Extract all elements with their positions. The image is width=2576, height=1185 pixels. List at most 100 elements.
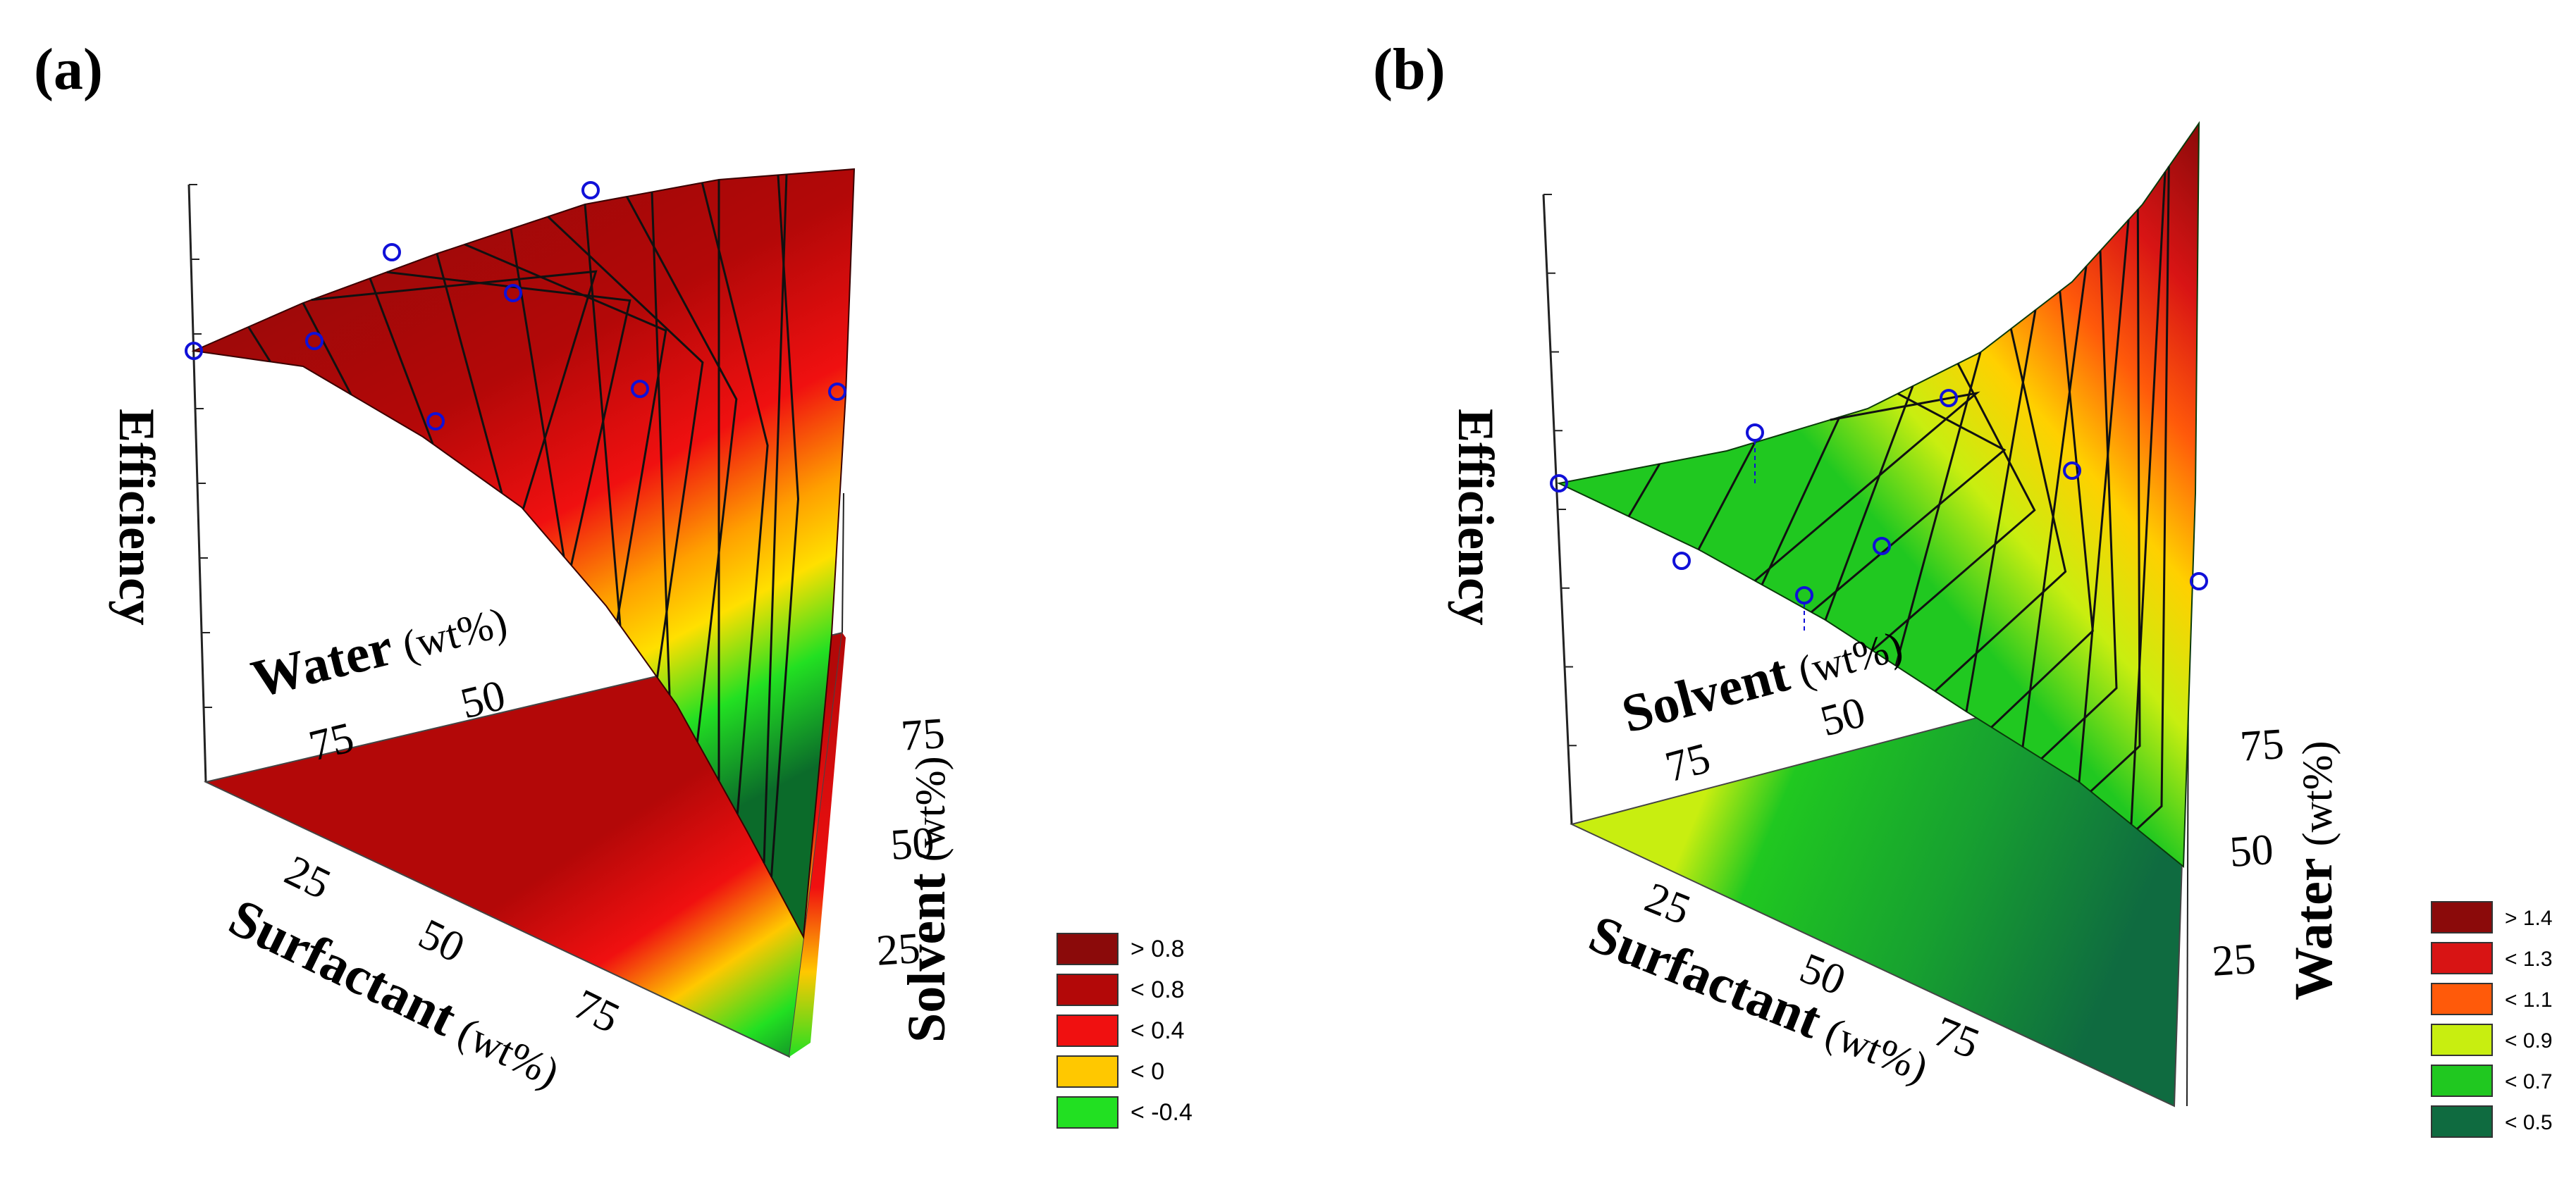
chart-a-design-point-2 bbox=[383, 243, 401, 261]
chart-b-legend-label-0: > 1.4 bbox=[2505, 907, 2553, 930]
chart-b-surface bbox=[1550, 120, 2208, 869]
chart-b-design-point-5 bbox=[1940, 389, 1958, 407]
chart-a-legend-label-0: > 0.8 bbox=[1130, 936, 1185, 962]
chart-b-legend-label-1: < 1.3 bbox=[2505, 948, 2553, 971]
chart-b-water-title: Water (wt%) bbox=[2284, 740, 2343, 1000]
chart-a-surfactant-title-unit: (wt%) bbox=[451, 1008, 567, 1096]
chart-b-mesh-line-u-4 bbox=[1824, 385, 1914, 621]
chart-a-legend-swatch-4 bbox=[1056, 1096, 1118, 1129]
chart-a-legend-swatch-0 bbox=[1056, 933, 1118, 965]
chart-b-water-title-name: Water bbox=[2284, 857, 2343, 1000]
chart-a-mesh-line-v-4 bbox=[547, 216, 704, 678]
chart-a-solvent-title-name: Solvent bbox=[897, 873, 956, 1043]
chart-a-surface bbox=[185, 168, 856, 940]
chart-a-mesh-line-u-4 bbox=[436, 253, 503, 494]
chart-a-axes bbox=[187, 184, 844, 783]
chart-a-legend: > 0.8 < 0.8 < 0.4 < 0 < -0.4 bbox=[1056, 933, 1193, 1129]
chart-b-mesh-line-v-3 bbox=[1871, 363, 2036, 652]
chart-a-water-tick-1: 50 bbox=[456, 671, 510, 728]
chart-b-legend-swatch-0 bbox=[2431, 901, 2493, 933]
chart-b-mesh-line-u-9 bbox=[2130, 171, 2167, 825]
chart-a-mesh-line-u-2 bbox=[302, 302, 352, 395]
chart-b-legend-swatch-2 bbox=[2431, 983, 2493, 1015]
chart-a-mesh-line-u-9 bbox=[763, 174, 788, 864]
chart-b-legend: > 1.4 < 1.3 < 1.1 < 0.9 < 0.7 < 0.5 bbox=[2431, 901, 2553, 1138]
chart-b-mesh-line-u-1 bbox=[1627, 463, 1661, 517]
chart-b-base-fill bbox=[1570, 661, 2190, 1108]
chart-b-solvent-title-name: Solvent bbox=[1616, 643, 1795, 744]
chart-a-legend-swatch-1 bbox=[1056, 974, 1118, 1006]
chart-a-legend-label-2: < 0.4 bbox=[1130, 1017, 1185, 1044]
chart-b-mesh-line-v-7 bbox=[2090, 209, 2141, 793]
chart-a-solvent-tick-1: 50 bbox=[889, 819, 936, 869]
chart-a-wall bbox=[789, 633, 846, 1057]
chart-b-legend-label-3: < 0.9 bbox=[2505, 1029, 2553, 1053]
chart-b-legend-label-5: < 0.5 bbox=[2505, 1111, 2553, 1134]
chart-a-legend-swatch-3 bbox=[1056, 1055, 1118, 1088]
chart-a-design-point-1 bbox=[305, 332, 323, 350]
chart-a-surface-plot: EfficiencyWater(wt%)7550Surfactant(wt%)2… bbox=[109, 168, 1193, 1129]
chart-b-design-point-2 bbox=[1746, 423, 1764, 442]
chart-a-solvent-tick-0: 75 bbox=[899, 709, 947, 760]
chart-b-mesh-line-v-4 bbox=[1934, 328, 2067, 693]
chart-b-mesh-line-u-2 bbox=[1697, 442, 1756, 550]
chart-b-legend-swatch-3 bbox=[2431, 1024, 2493, 1056]
chart-a-legend-label-4: < -0.4 bbox=[1130, 1099, 1193, 1126]
chart-a-mesh-line-v-1 bbox=[311, 270, 598, 510]
chart-b-mesh-line-u-8 bbox=[2078, 219, 2130, 783]
chart-b-legend-swatch-4 bbox=[2431, 1065, 2493, 1097]
chart-b-mesh-line-v-1 bbox=[1754, 391, 1980, 582]
chart-b-surfactant-tick-2: 75 bbox=[1928, 1007, 1986, 1068]
chart-b-surface-plot: EfficiencySolvent(wt%)7550Surfactant(wt%… bbox=[1448, 120, 2553, 1138]
chart-b-legend-swatch-1 bbox=[2431, 942, 2493, 974]
chart-b-legend-swatch-5 bbox=[2431, 1105, 2493, 1138]
chart-a-solvent-title-unit: (wt%) bbox=[907, 756, 954, 862]
chart-b-mesh-line-u-5 bbox=[1894, 352, 1982, 666]
chart-a-legend-label-3: < 0 bbox=[1130, 1058, 1164, 1085]
chart-a-water-title-unit: (wt%) bbox=[398, 598, 511, 669]
chart-b-design-point-4 bbox=[1873, 537, 1891, 555]
chart-a-design-point-3 bbox=[426, 412, 445, 430]
chart-b-water-title-unit: (wt%) bbox=[2294, 740, 2341, 846]
panel-label-b: (b) bbox=[1373, 37, 1446, 102]
chart-a-surfactant-tick-1: 50 bbox=[412, 910, 472, 972]
chart-a-design-point-7 bbox=[828, 383, 846, 401]
chart-a-surfactant-tick-2: 75 bbox=[567, 980, 627, 1042]
chart-a-mesh-line-v-5 bbox=[626, 196, 738, 743]
chart-a-mesh-line-u-6 bbox=[584, 204, 622, 626]
chart-b-zlabel: Efficiency bbox=[1448, 409, 1504, 626]
chart-a-legend-label-1: < 0.8 bbox=[1130, 976, 1185, 1003]
chart-b-design-point-7 bbox=[2190, 572, 2208, 590]
chart-b-design-point-6 bbox=[2063, 461, 2081, 480]
chart-a-back-vertical bbox=[842, 492, 844, 633]
chart-b-mesh-line-u-7 bbox=[2021, 266, 2088, 747]
chart-a-mesh-line-v-6 bbox=[701, 182, 769, 814]
chart-a-solvent-tick-2: 25 bbox=[875, 924, 922, 975]
chart-b-mesh-line-v-2 bbox=[1811, 392, 2007, 614]
chart-b-surfactant-title-unit: (wt%) bbox=[1819, 1009, 1935, 1091]
chart-b-design-point-0 bbox=[1550, 474, 1568, 492]
chart-a-surfactant-title-name: Surfactant bbox=[221, 888, 466, 1048]
chart-a-design-point-0 bbox=[185, 342, 203, 360]
chart-b-legend-label-2: < 1.1 bbox=[2505, 988, 2553, 1012]
chart-b-solvent-tick-1: 50 bbox=[1816, 688, 1870, 746]
chart-a-base-triangle bbox=[203, 631, 846, 1058]
chart-a-design-point-5 bbox=[581, 181, 600, 199]
chart-a-legend-swatch-2 bbox=[1056, 1015, 1118, 1047]
chart-a-mesh-line-v-7 bbox=[770, 175, 800, 877]
chart-b-solvent-tick-0: 75 bbox=[1660, 734, 1715, 792]
chart-a-mesh-line-u-5 bbox=[510, 228, 565, 557]
chart-a-zlabel: Efficiency bbox=[109, 409, 165, 626]
chart-a-design-point-6 bbox=[631, 380, 649, 398]
chart-b-mesh-line-u-3 bbox=[1761, 416, 1841, 585]
chart-a-mesh-line-u-3 bbox=[369, 278, 434, 445]
chart-a-solvent-title: Solvent (wt%) bbox=[897, 756, 956, 1043]
chart-a-water-title-name: Water bbox=[246, 617, 399, 709]
chart-a-mesh-line-v-2 bbox=[386, 271, 631, 566]
chart-b-water-tick-1: 50 bbox=[2228, 826, 2275, 876]
chart-b-water-tick-2: 25 bbox=[2210, 935, 2257, 986]
chart-a-design-point-4 bbox=[504, 284, 522, 302]
chart-b-mesh-line-v-8 bbox=[2136, 166, 2170, 830]
chart-a-mesh-line-u-1 bbox=[247, 326, 271, 363]
